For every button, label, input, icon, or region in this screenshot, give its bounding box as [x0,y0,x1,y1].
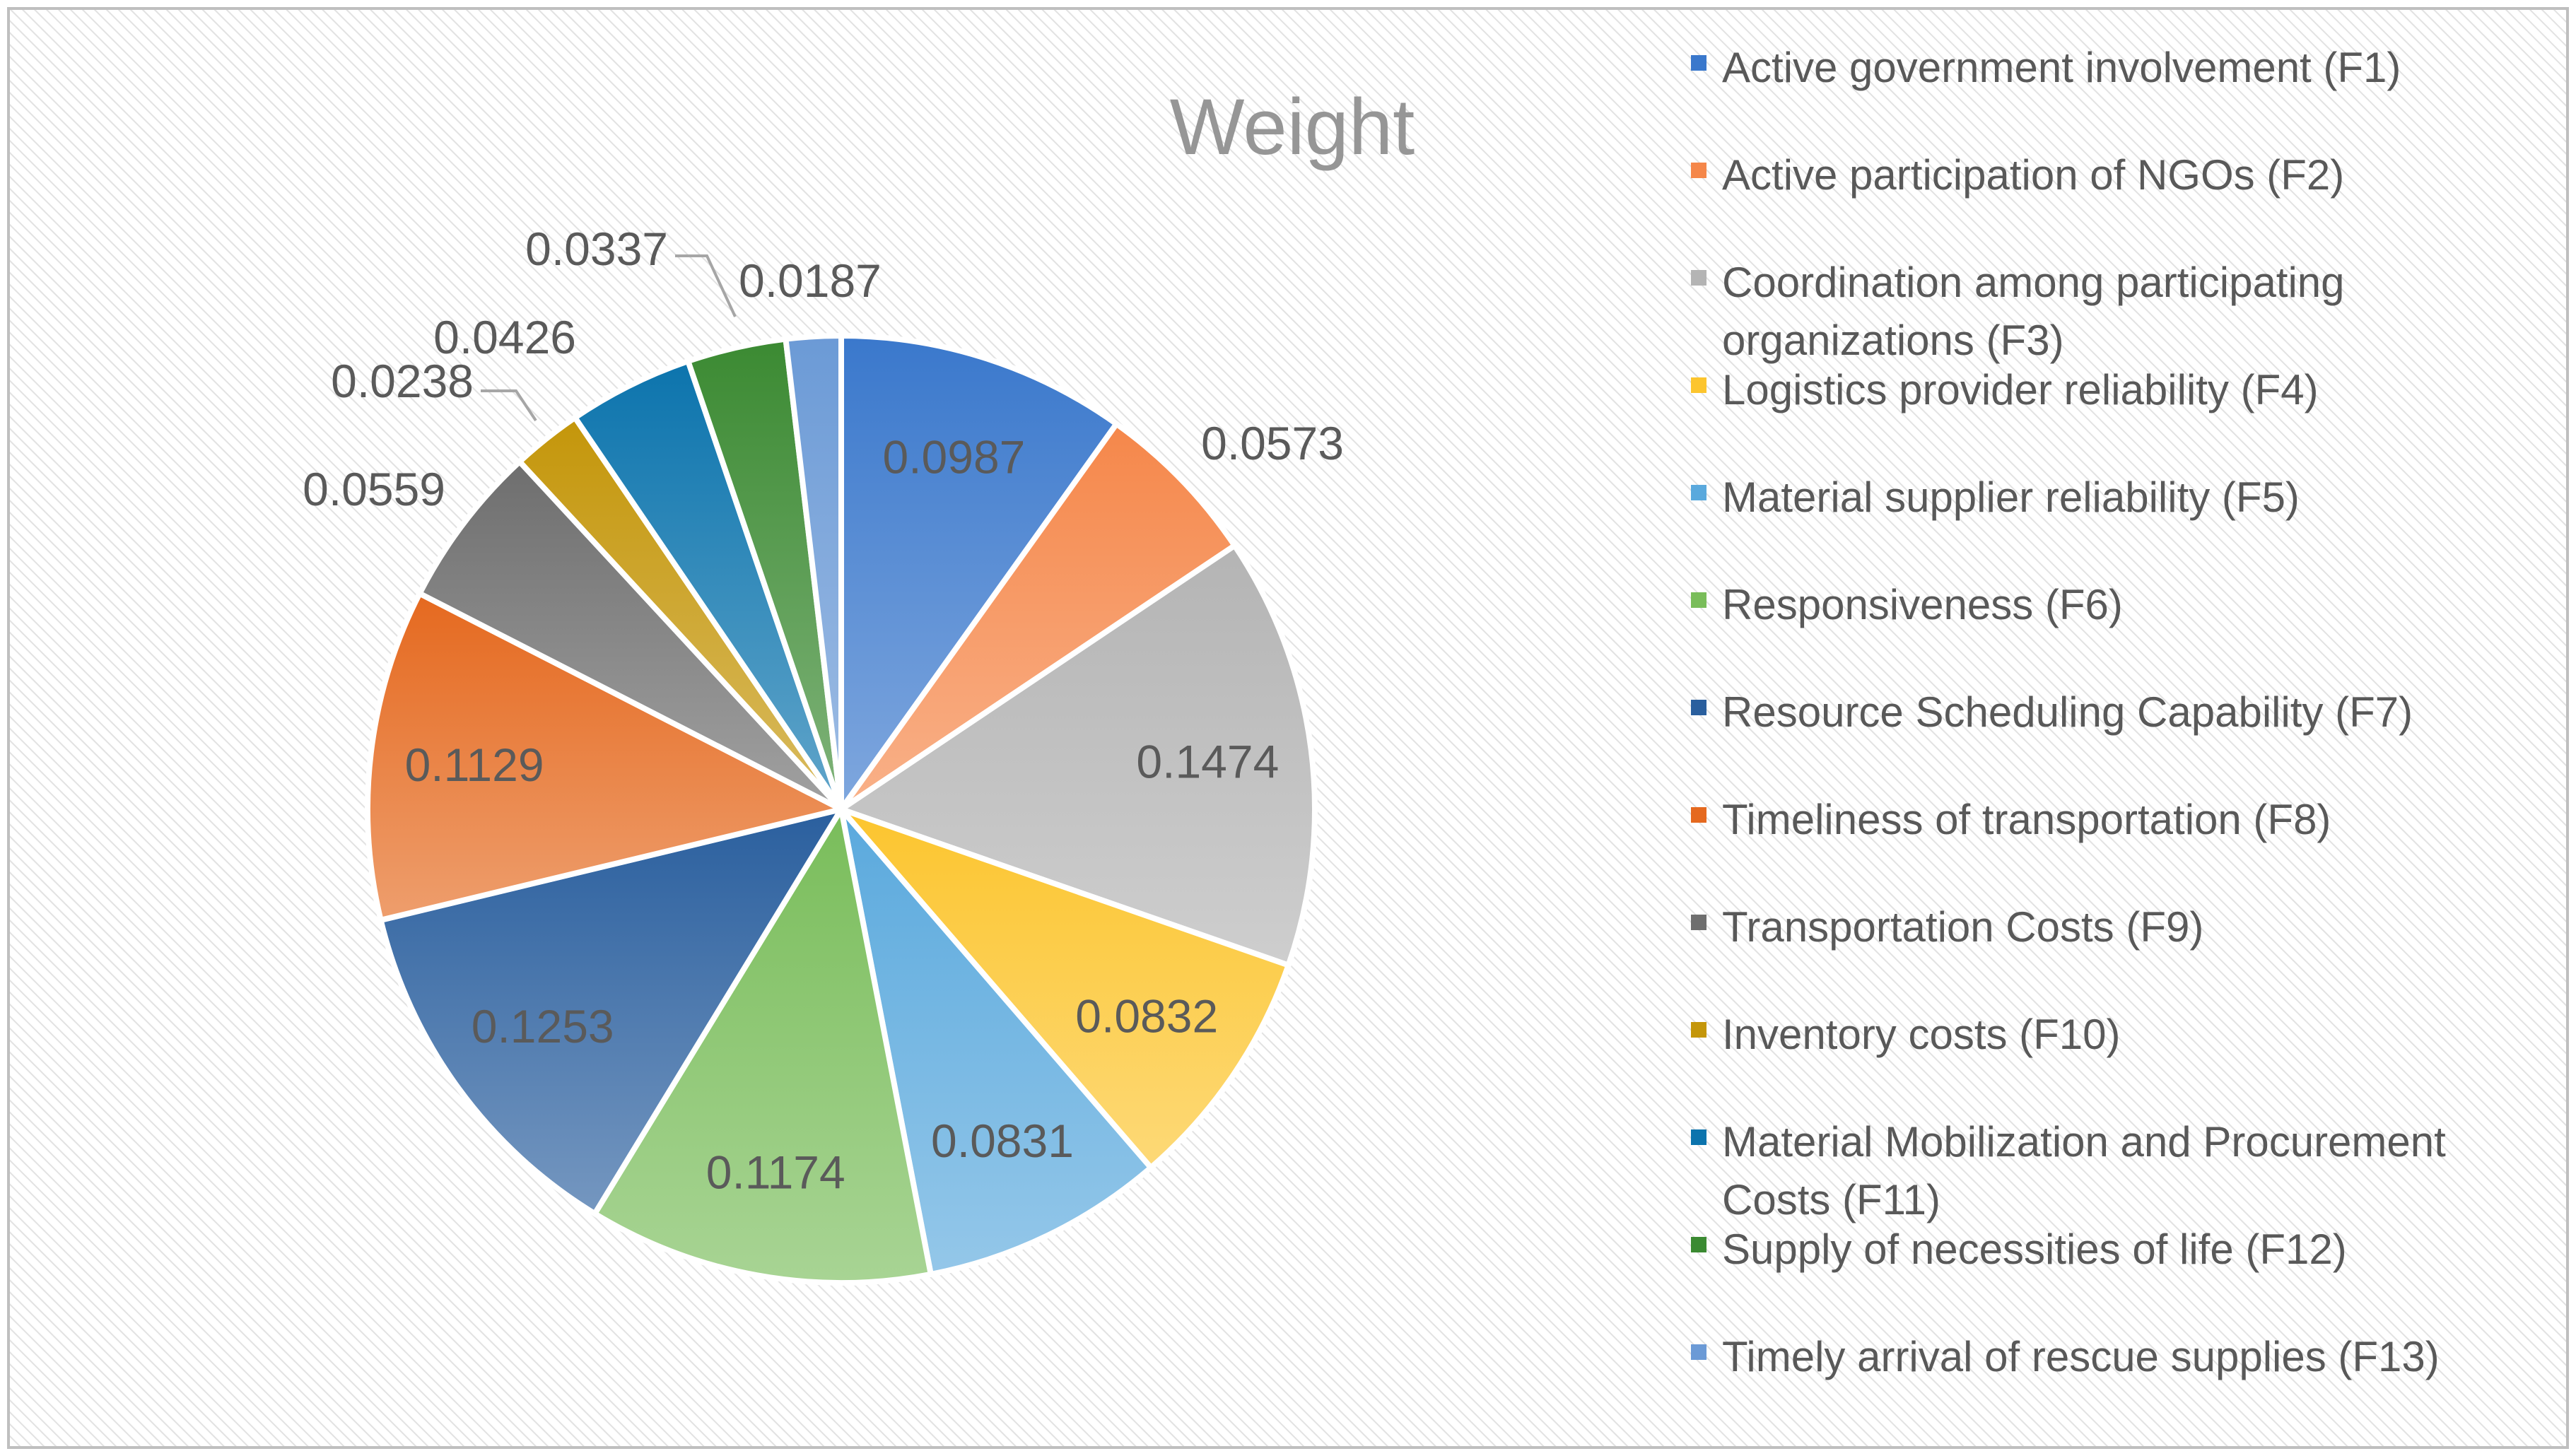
legend-entry: Supply of necessities of life (F12) [1722,1226,2347,1273]
legend-entry: Active participation of NGOs (F2) [1722,151,2344,199]
pie-slice [592,806,934,1286]
pie-slice [416,459,844,812]
data-labels: 0.0987 0.0573 0.1474 0.0832 0.0831 0.1174 0.12… [303,223,1344,1198]
legend-marker [1691,807,1706,823]
data-label: 0.1174 [706,1146,845,1198]
legend-marker [1691,915,1706,930]
legend-entry: Logistics provider reliability (F4) [1722,366,2319,413]
data-label: 0.1253 [472,1000,614,1052]
data-label: 0.1129 [405,739,544,791]
legend-entry: Timely arrival of rescue supplies (F13) [1722,1333,2440,1380]
data-label: 0.0238 [331,355,474,407]
leader-lines [481,254,737,422]
data-label: 0.0831 [931,1115,1074,1167]
legend: Active government involvement (F1) Active… [1691,44,2446,1380]
data-label: 0.0987 [883,430,1026,483]
legend-entry: Material Mobilization and Procurement [1722,1118,2446,1166]
legend-marker [1691,55,1706,71]
data-label: 0.1474 [1136,736,1279,788]
data-label: 0.0187 [739,254,882,307]
chart-title: Weight [1170,83,1415,171]
leader-line [481,389,537,422]
pie-slice [783,333,844,812]
legend-entry: Timeliness of transportation (F8) [1722,796,2331,843]
legend-entry: Active government involvement (F1) [1722,44,2401,91]
legend-marker [1691,1344,1706,1360]
legend-marker [1691,485,1706,500]
data-label: 0.0426 [433,311,576,363]
legend-marker [1691,1237,1706,1252]
leader-line [675,254,737,317]
legend-entry: Transportation Costs (F9) [1722,903,2203,951]
legend-entry: Resource Scheduling Capability (F7) [1722,688,2413,736]
legend-marker [1691,163,1706,178]
data-label: 0.0573 [1201,417,1344,469]
legend-entry: organizations (F3) [1722,317,2064,364]
pie-slice [365,590,844,923]
legend-entry: Coordination among participating [1722,259,2345,306]
legend-marker [1691,270,1706,286]
data-label: 0.0832 [1075,990,1218,1043]
pie-slice [838,421,1238,812]
pie-slice [838,542,1318,968]
pie-slice [838,806,1292,1170]
data-label: 0.0559 [303,463,445,515]
pie-slices [365,333,1318,1286]
data-label: 0.0337 [525,223,668,275]
legend-marker [1691,700,1706,715]
legend-marker [1691,377,1706,393]
pie-slice [377,806,844,1217]
legend-entry: Costs (F11) [1722,1176,1940,1223]
legend-entry: Responsiveness (F6) [1722,581,2123,628]
legend-entry: Inventory costs (F10) [1722,1011,2121,1058]
legend-marker [1691,592,1706,608]
legend-marker [1691,1022,1706,1038]
legend-entry: Material supplier reliability (F5) [1722,474,2300,521]
pie-slice [838,806,1154,1277]
legend-marker [1691,1129,1706,1145]
pie-slice [838,333,1120,812]
